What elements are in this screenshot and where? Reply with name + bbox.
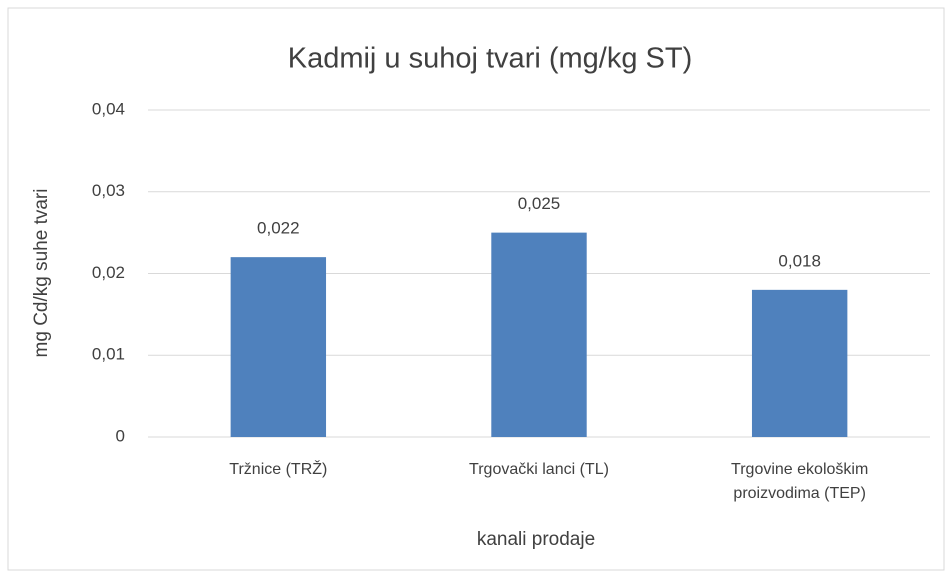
value-label: 0,018 [778,251,821,270]
y-tick-label: 0,03 [92,181,125,200]
chart-border [7,7,945,571]
chart-title: Kadmij u suhoj tvari (mg/kg ST) [288,43,693,75]
value-label: 0,022 [257,219,300,238]
y-tick-label: 0,04 [92,99,125,118]
x-tick-label: Trgovine ekološkim proizvodima (TEP) [731,461,868,502]
y-tick-label: 0,02 [92,263,125,282]
x-tick-label: Trgovački lanci (TL) [469,461,609,478]
y-tick-label: 0,01 [92,345,125,364]
value-label: 0,025 [518,194,561,213]
y-tick-label: 0 [116,426,125,445]
y-axis-label: mg Cd/kg suhe tvari [31,189,52,358]
bar [230,257,327,437]
bar [751,289,848,437]
x-axis-label: kanali prodaje [477,529,595,550]
x-tick-label: Tržnice (TRŽ) [229,459,327,478]
bar [491,232,587,437]
